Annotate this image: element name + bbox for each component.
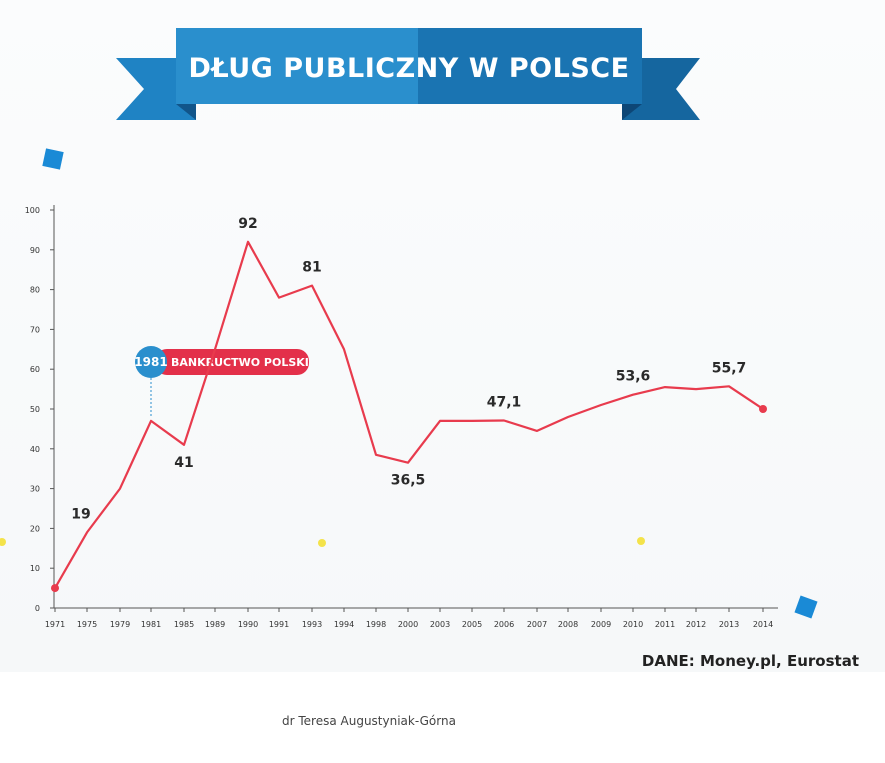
chart-area: DŁUG PUBLICZNY W POLSCE 0 10 20 30 40 50 60 70 8…: [0, 28, 818, 629]
x-tick-label: 2006: [494, 620, 514, 629]
x-tick-label: 1989: [205, 620, 225, 629]
y-tick-label: 10: [30, 564, 40, 573]
data-label: 41: [174, 455, 193, 471]
annotation-pill: [155, 349, 309, 375]
star-decoration-mid: [318, 539, 326, 547]
data-label: 19: [71, 506, 90, 522]
series-points: [51, 405, 767, 593]
x-tick-label: 1998: [366, 620, 386, 629]
banner-right-fold: [622, 104, 642, 120]
banner-main-left: [176, 28, 420, 104]
series-line: [54, 240, 764, 589]
annotation-year-circle: [135, 346, 167, 378]
y-tick-label: 40: [30, 445, 40, 454]
data-label: 47,1: [487, 395, 522, 411]
bankruptcy-annotation: 1981 BANKRUCTWO POLSKI: [134, 346, 309, 418]
y-tick-label: 30: [30, 485, 40, 494]
star-decoration-left: [0, 538, 6, 546]
data-point: [51, 584, 59, 593]
y-tick-label: 80: [30, 286, 40, 295]
x-tick-label: 2010: [623, 620, 643, 629]
chart-title: DŁUG PUBLICZNY W POLSCE: [188, 53, 629, 84]
bottom-right-marker: [794, 595, 818, 619]
data-labels: 19 41 92 81 36,5 47,1 53,6 55,7: [71, 216, 746, 523]
author-caption: dr Teresa Augustyniak-Górna: [282, 714, 456, 728]
y-tick-label: 20: [30, 524, 40, 533]
data-label: 92: [238, 216, 257, 232]
x-tick-label: 1981: [141, 620, 161, 629]
annotation-text: BANKRUCTWO POLSKI: [171, 356, 309, 369]
x-tick-label: 2008: [558, 620, 578, 629]
x-tick-label: 1991: [269, 620, 289, 629]
data-label: 36,5: [391, 473, 426, 489]
banner-main-right: [418, 28, 642, 104]
x-tick-label: 1994: [334, 620, 354, 629]
top-left-marker: [42, 148, 64, 170]
x-tick-label: 1979: [110, 620, 130, 629]
x-tick-label: 2000: [398, 620, 418, 629]
data-label: 81: [302, 260, 321, 276]
x-tick-label: 2012: [686, 620, 706, 629]
x-tick-label: 2007: [527, 620, 547, 629]
x-tick-label: 1975: [77, 620, 97, 629]
x-tick-label: 2009: [591, 620, 611, 629]
y-tick-label: 60: [30, 365, 40, 374]
x-tick-label: 2014: [753, 620, 773, 629]
x-tick-label: 1971: [45, 620, 65, 629]
x-ticks: 1971 1975 1979 1981 1985 1989 1990 1991 1993 1994…: [45, 608, 773, 629]
x-tick-label: 2003: [430, 620, 450, 629]
x-tick-label: 2013: [719, 620, 739, 629]
y-tick-label: 90: [30, 246, 40, 255]
x-tick-label: 1990: [238, 620, 258, 629]
x-tick-label: 1993: [302, 620, 322, 629]
x-tick-label: 1985: [174, 620, 194, 629]
data-label: 53,6: [616, 369, 651, 385]
y-tick-label: 100: [25, 206, 40, 215]
banner-left-fold: [176, 104, 196, 120]
data-point: [759, 405, 767, 413]
star-decoration-right: [637, 537, 645, 545]
data-label: 55,7: [712, 360, 747, 376]
title-banner: DŁUG PUBLICZNY W POLSCE: [116, 28, 700, 120]
y-tick-label: 0: [35, 604, 40, 613]
y-tick-label: 70: [30, 325, 40, 334]
y-tick-label: 50: [30, 405, 40, 414]
annotation-year: 1981: [134, 355, 167, 369]
y-ticks: 0 10 20 30 40 50 60 70 80 90 100: [25, 206, 54, 613]
x-tick-label: 2005: [462, 620, 482, 629]
source-note: DANE: Money.pl, Eurostat: [641, 652, 859, 670]
x-tick-label: 2011: [655, 620, 675, 629]
